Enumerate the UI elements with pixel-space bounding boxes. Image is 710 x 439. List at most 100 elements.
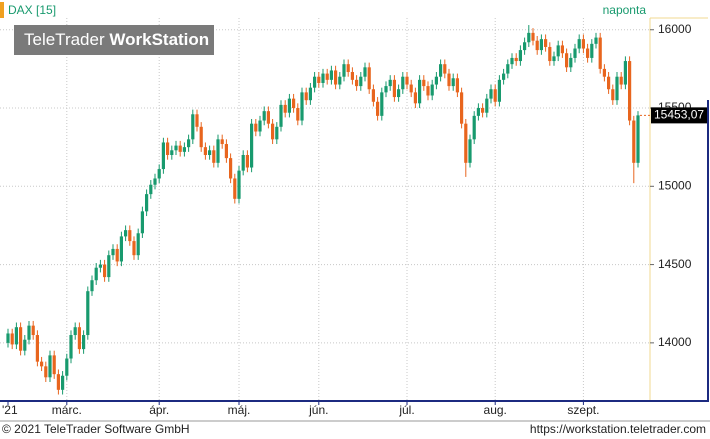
candle-body (178, 145, 182, 152)
candle-body (506, 64, 510, 74)
candle-body (73, 327, 77, 336)
candle-body (195, 114, 199, 127)
candle-body (300, 92, 304, 121)
interval: naponta (603, 3, 647, 17)
candle-body (623, 61, 627, 85)
candle-body (321, 73, 325, 83)
copyright: © 2021 TeleTrader Software GmbH (2, 422, 190, 436)
candle-body (103, 264, 107, 278)
candle-body (308, 87, 312, 101)
candle-body (355, 79, 359, 87)
candle-body (598, 37, 602, 69)
candle-body (413, 92, 417, 104)
candle-body (518, 50, 522, 62)
candle-body (602, 68, 606, 77)
candle-body (220, 139, 224, 145)
candle-body (69, 335, 73, 359)
candle-body (455, 78, 459, 93)
y-tick-label: 14000 (658, 335, 692, 349)
candle-body (329, 70, 333, 80)
candle-body (115, 248, 119, 262)
candle-body (565, 53, 569, 68)
candle-body (338, 76, 342, 85)
candle-body (208, 150, 212, 155)
candle-body (31, 325, 35, 336)
candle-body (23, 339, 27, 351)
candle-body (279, 104, 283, 127)
candle-body (334, 70, 338, 85)
last-price-box (651, 107, 707, 124)
candle-body (447, 73, 451, 87)
candle-body (380, 92, 384, 116)
candle-body (107, 255, 111, 278)
candle-body (6, 333, 10, 343)
candle-body (401, 76, 405, 90)
candle-body (523, 42, 527, 51)
candle-body (292, 98, 296, 109)
candle-body (493, 89, 497, 102)
candle-body (325, 73, 329, 80)
candle-body (430, 84, 434, 96)
candle-body (82, 335, 86, 350)
candle-body (468, 139, 472, 163)
candle-body (443, 64, 447, 74)
candle-body (535, 40, 539, 51)
candle-body (481, 108, 485, 113)
candle-body (262, 111, 266, 121)
candle-body (191, 114, 195, 140)
candle-body (296, 108, 300, 121)
candle-body (434, 76, 438, 85)
candle-body (359, 76, 363, 87)
candle-body (212, 150, 216, 163)
x-tick-label: márc. (52, 403, 82, 417)
candle-body (346, 64, 350, 73)
candle-body (170, 150, 174, 155)
watermark-brand: TeleTrader (24, 30, 105, 49)
x-tick-label: júl. (398, 403, 414, 417)
candle-body (636, 115, 640, 163)
candle-body (594, 37, 598, 44)
candle-body (405, 76, 409, 85)
candle-body (409, 84, 413, 93)
candle-body (145, 194, 149, 212)
candle-body (363, 67, 367, 77)
candle-body (581, 39, 585, 49)
candle-body (397, 89, 401, 98)
candle-body (203, 147, 207, 155)
candle-body (422, 79, 426, 87)
x-tick-label: jún. (308, 403, 328, 417)
x-tick-label: szept. (567, 403, 599, 417)
watermark: TeleTrader WorkStation (24, 30, 209, 49)
candle-body (304, 92, 308, 101)
candle-body (224, 144, 228, 159)
candle-body (489, 89, 493, 99)
url[interactable]: https://workstation.teletrader.com (530, 422, 706, 436)
x-tick-label: aug. (484, 403, 507, 417)
candle-body (451, 78, 455, 87)
watermark-box (14, 25, 214, 55)
candle-body (254, 123, 258, 132)
candle-body (485, 98, 489, 113)
candles (6, 25, 640, 395)
candle-body (229, 158, 233, 179)
x-axis: '21 márc. ápr. máj. jún. júl. aug. szept. (2, 401, 599, 417)
candle-body (61, 375, 65, 390)
candle-body (44, 366, 48, 378)
candle-body (90, 280, 94, 292)
candle-body (271, 123, 275, 140)
candle-body (140, 211, 144, 234)
candle-body (111, 248, 115, 256)
candle-body (510, 57, 514, 65)
candle-body (27, 325, 31, 340)
candle-body (266, 111, 270, 124)
candle-body (560, 45, 564, 54)
candle-body (350, 72, 354, 80)
candle-body (367, 67, 371, 90)
candle-body (35, 335, 39, 362)
candle-body (40, 361, 44, 367)
candle-body (502, 73, 506, 80)
candle-body (342, 64, 346, 77)
candle-body (632, 120, 636, 163)
